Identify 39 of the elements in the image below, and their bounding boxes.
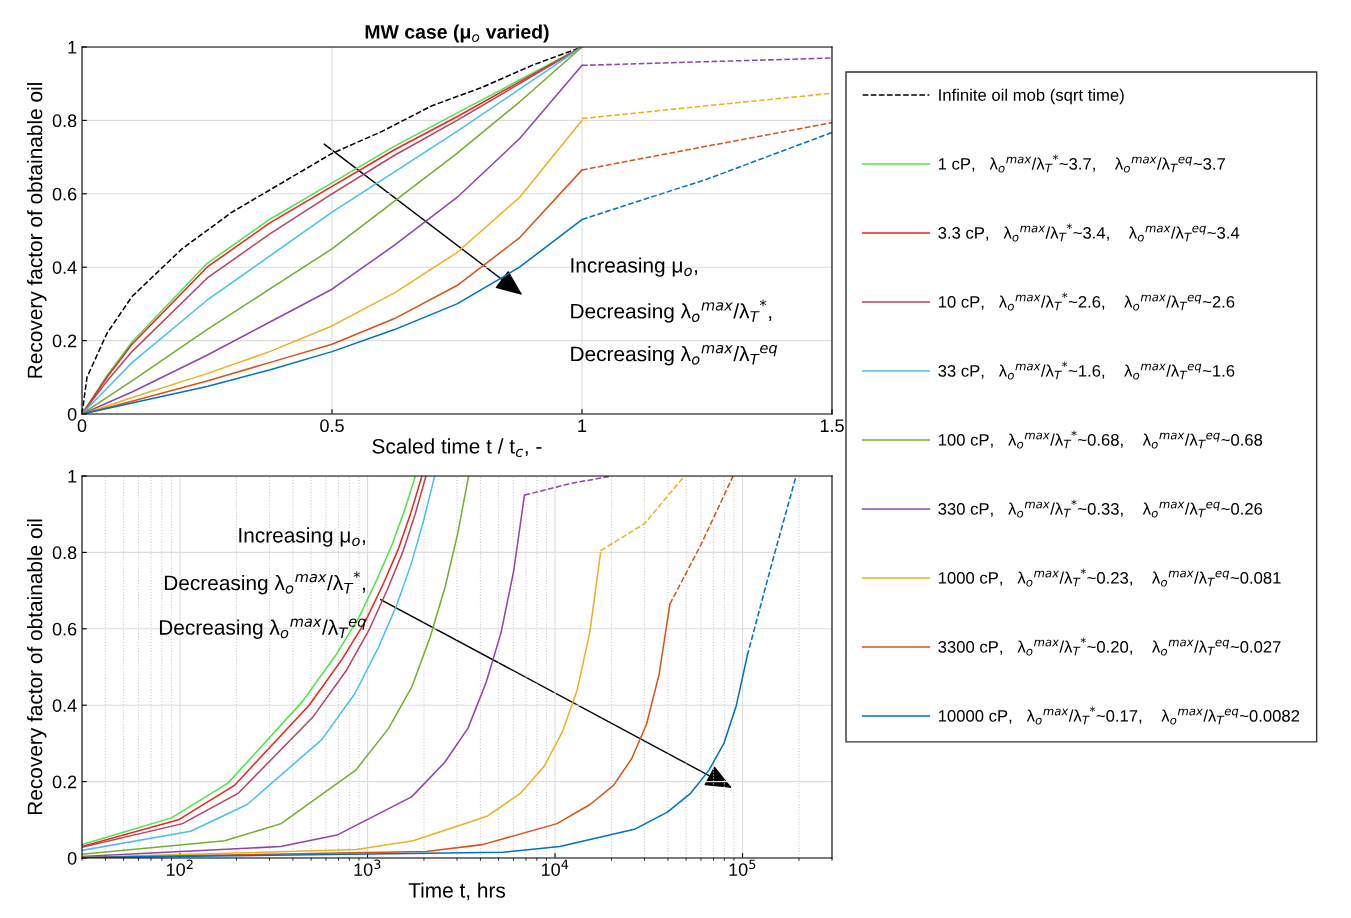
text: 3.3 cP, λ$_{o}$$^{max}$/λ$_{T}$$^{*}$~3.4, λ$_{o}$$^{max}$/λ$_{T}$$^{eq}$~3.4 xyxy=(938,223,1240,242)
annotation: Decreasing λ$_{o}$$^{max}$/λ$_{T}$$^{eq}$ xyxy=(571,344,778,366)
text: 1000 cP, λ$_{o}$$^{max}$/λ$_{T}$$^{*}$~0.23, λ$_{o}$$^{max}$/λ$_{T}$$^{eq}$~0.081 xyxy=(938,568,1281,587)
y-tick-label: 0.8 xyxy=(52,114,77,128)
text: 33 cP, λ$_{o}$$^{max}$/λ$_{T}$$^{*}$~1.6, λ$_{o}$$^{max}$/λ$_{T}$$^{eq}$~1.6 xyxy=(938,361,1235,380)
text: 100 cP, λ$_{o}$$^{max}$/λ$_{T}$$^{*}$~0.68, λ$_{o}$$^{max}$/λ$_{T}$$^{eq}$~0.68 xyxy=(938,430,1263,449)
y-tick-label: 0.6 xyxy=(52,622,77,636)
y-tick-label: 0.4 xyxy=(52,261,77,274)
annotation: Increasing μ$_{o}$, xyxy=(571,257,698,277)
x-tick-label: 0 xyxy=(77,419,87,433)
x-tick-label: 1 xyxy=(578,419,587,432)
x-tick-label: 0.5 xyxy=(320,419,344,433)
y-tick-label: 0.2 xyxy=(52,334,77,348)
y-tick-label: 0.8 xyxy=(52,546,77,560)
y-axis-title: Recovery factor of obtainable oil xyxy=(27,83,47,378)
y-tick-label: 0 xyxy=(67,407,77,421)
y-tick-label: 0.2 xyxy=(52,775,77,789)
y-tick-label: 1 xyxy=(68,41,77,54)
x-tick-label: 10$^{5}$ xyxy=(729,859,756,876)
text: 3300 cP, λ$_{o}$$^{max}$/λ$_{T}$$^{*}$~0.20, λ$_{o}$$^{max}$/λ$_{T}$$^{eq}$~0.027 xyxy=(938,637,1281,656)
text: 10 cP, λ$_{o}$$^{max}$/λ$_{T}$$^{*}$~2.6, λ$_{o}$$^{max}$/λ$_{T}$$^{eq}$~2.6 xyxy=(938,292,1235,311)
annotation: Increasing μ$_{o}$, xyxy=(239,527,365,547)
annotation: Decreasing λ$_{o}$$^{max}$/λ$_{T}$$^{*}$, xyxy=(571,299,772,323)
y-tick-label: 0.6 xyxy=(52,187,77,201)
text: 10000 cP, λ$_{o}$$^{max}$/λ$_{T}$$^{*}$~0.17, λ$_{o}$$^{max}$/λ$_{T}$$^{eq}$~0.0082 xyxy=(938,706,1300,725)
x-axis-title: Time t, hrs xyxy=(408,882,506,901)
x-axis-title: Scaled time t / t$_{c}$, - xyxy=(372,438,542,458)
x-tick-label: 10$^{2}$ xyxy=(166,859,193,876)
y-tick-label: 1 xyxy=(68,470,77,483)
text: 330 cP, λ$_{o}$$^{max}$/λ$_{T}$$^{*}$~0.33, λ$_{o}$$^{max}$/λ$_{T}$$^{eq}$~0.26 xyxy=(938,499,1263,518)
legend-label: Infinite oil mob (sqrt time) xyxy=(939,88,1124,105)
x-tick-label: 10$^{3}$ xyxy=(354,859,381,876)
y-axis-title: Recovery factor of obtainable oil xyxy=(27,519,47,815)
x-tick-label: 10$^{4}$ xyxy=(541,859,569,876)
chart-title: MW case (μ$_{o}$ varied) xyxy=(365,24,549,43)
y-tick-label: 0.4 xyxy=(52,699,77,712)
x-tick-label: 1.5 xyxy=(820,419,844,433)
annotation: Decreasing λ$_{o}$$^{max}$/λ$_{T}$$^{*}$, xyxy=(164,571,365,595)
text: 1 cP, λ$_{o}$$^{max}$/λ$_{T}$$^{*}$~3.7, λ$_{o}$$^{max}$/λ$_{T}$$^{eq}$~3.7 xyxy=(938,154,1225,173)
